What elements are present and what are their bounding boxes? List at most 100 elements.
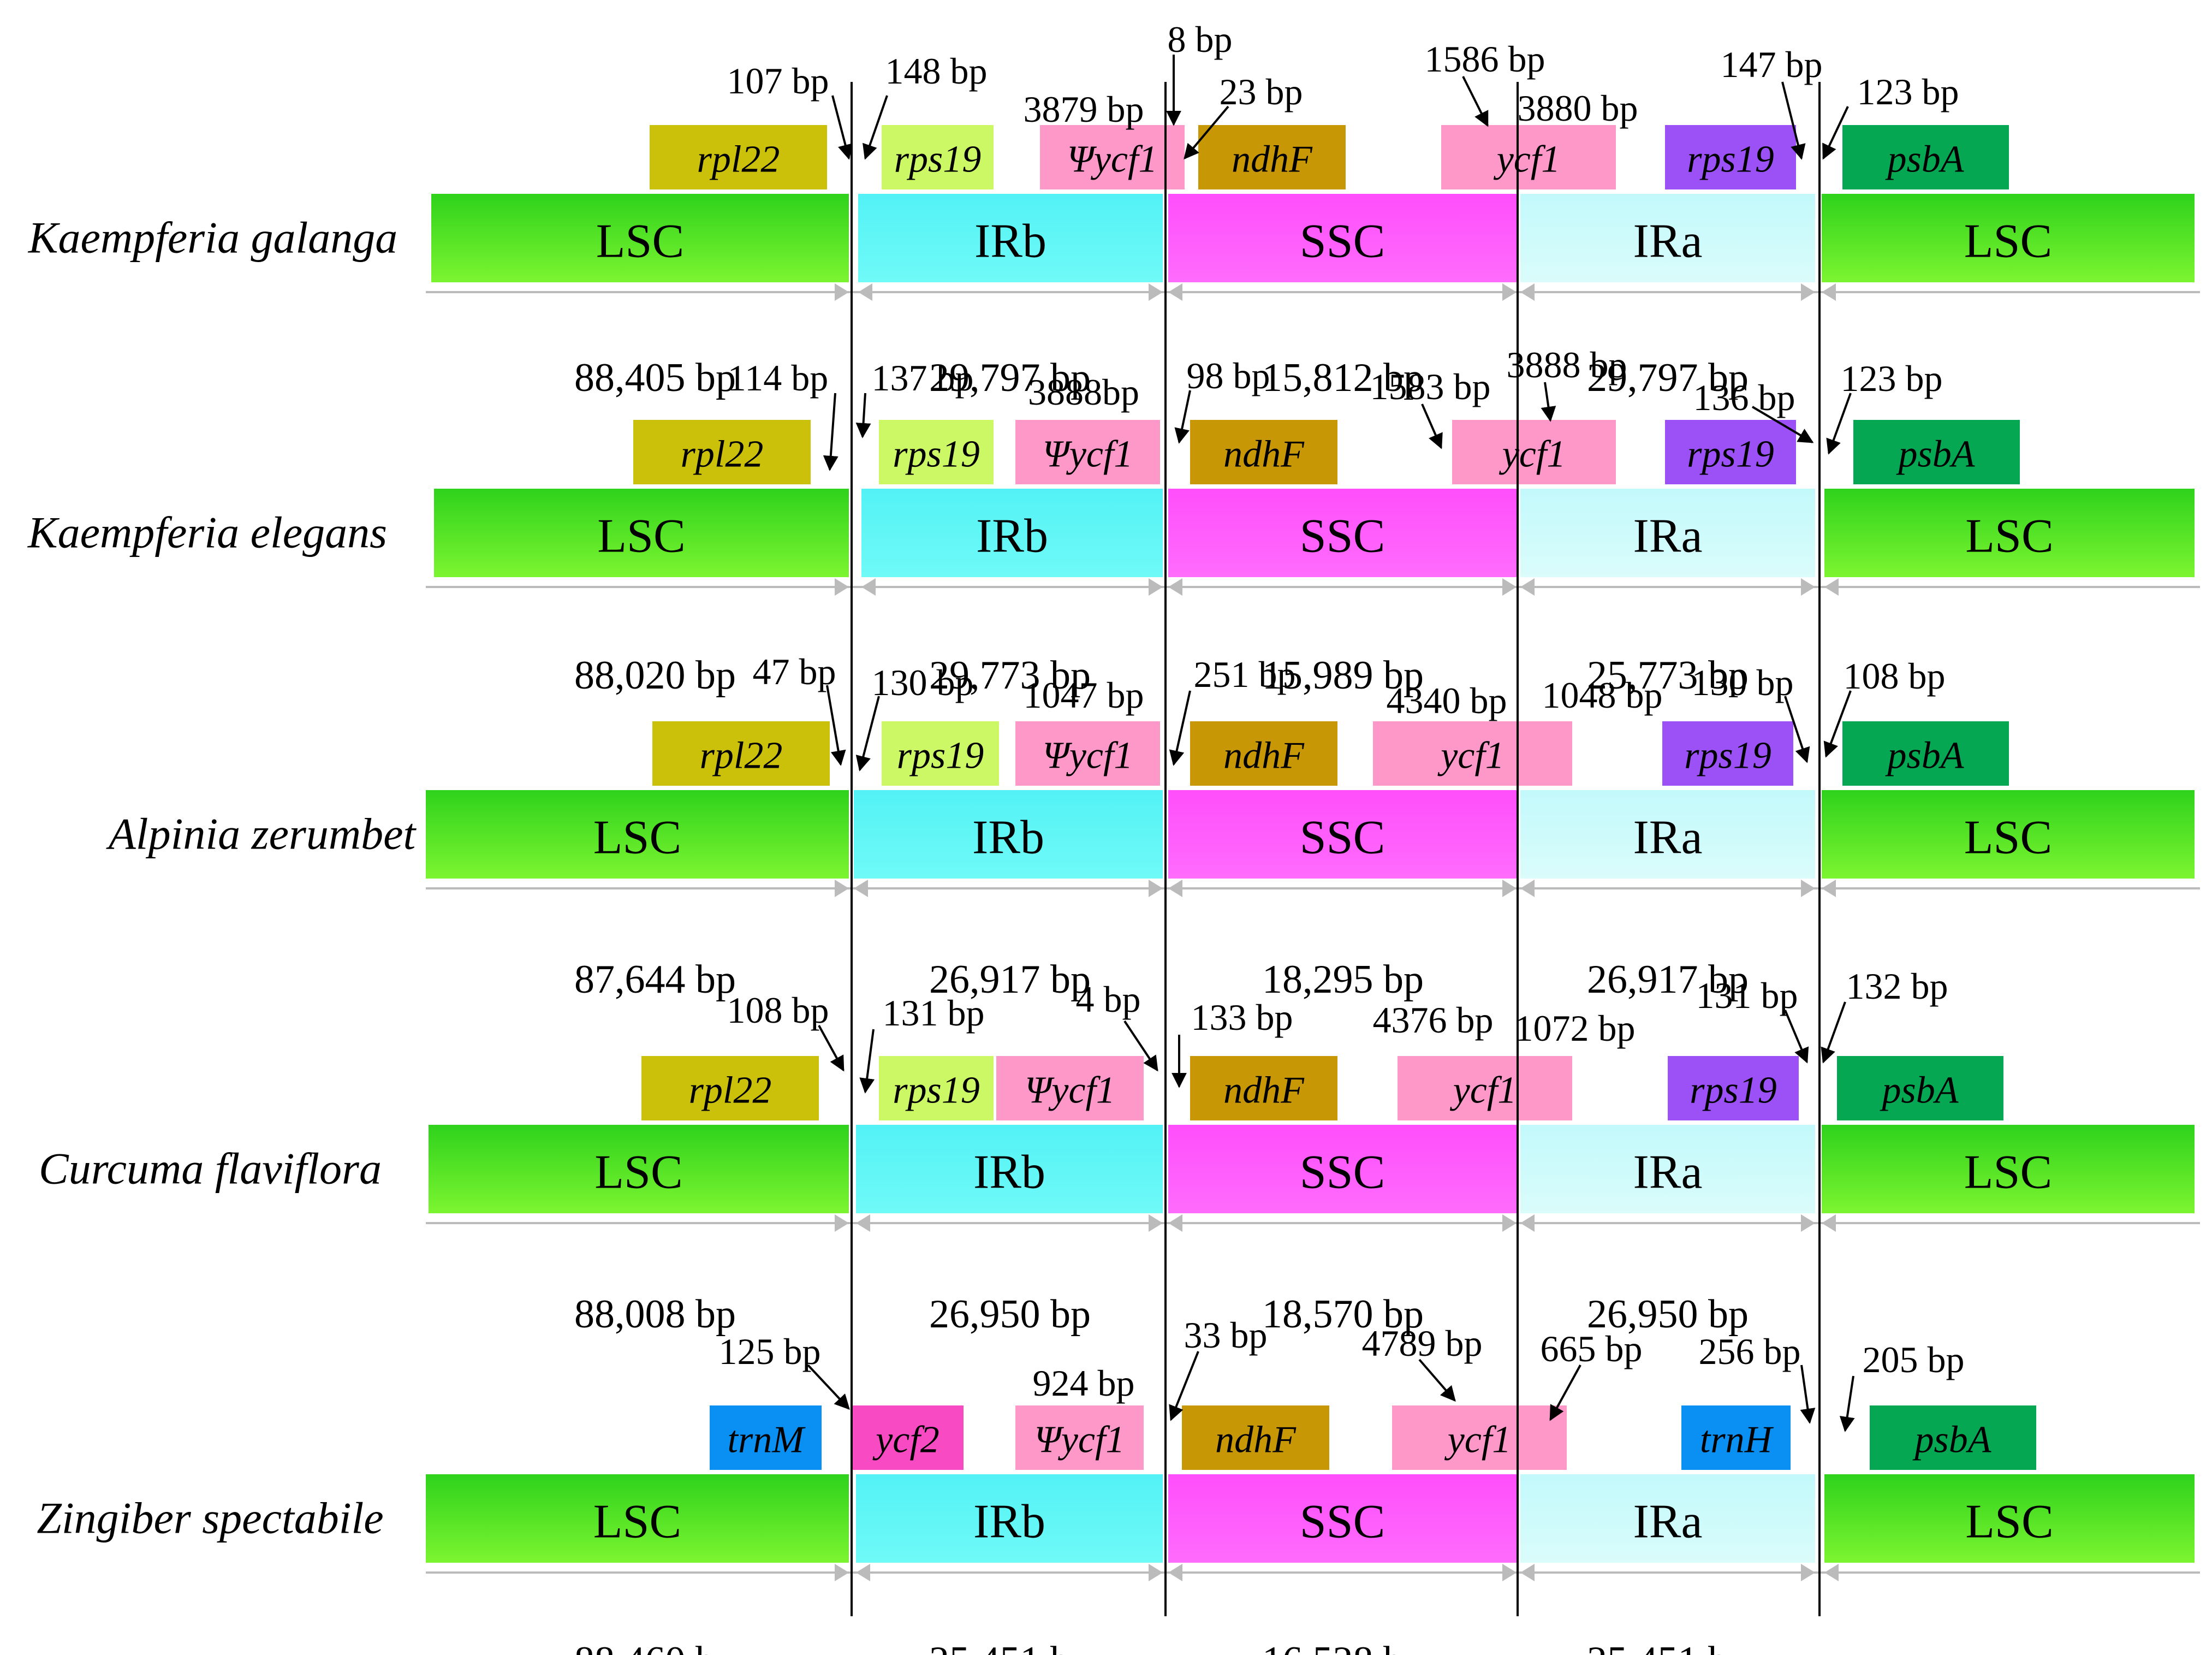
- bp-annotation: 108 bp: [1844, 655, 1946, 697]
- region-label: SSC: [1300, 510, 1386, 563]
- gene-label: rps19: [1684, 735, 1771, 777]
- gene-rps19-box: [1668, 1056, 1799, 1120]
- gene-rps19-box: [882, 125, 994, 189]
- gene-psi-ycf1-box: [996, 1056, 1144, 1120]
- gene-rpl22-box: [652, 721, 830, 786]
- gene-ndhf-box: [1190, 721, 1337, 786]
- gene-label: ycf1: [1450, 1070, 1517, 1112]
- region-length-label: 88,460 bp: [574, 1639, 736, 1655]
- scale-arrowhead: [1520, 1214, 1535, 1232]
- gene-rps19-box: [882, 721, 999, 786]
- gene-rpl22-box: [650, 125, 827, 189]
- scale-arrowhead: [1801, 283, 1815, 301]
- scale-arrowhead: [835, 880, 849, 897]
- annotation-arrow: [1751, 406, 1814, 443]
- gene-label: ndhF: [1215, 1419, 1297, 1461]
- gene-label: trnM: [728, 1419, 806, 1461]
- bp-annotation: 251 bp: [1194, 654, 1296, 695]
- annotation-arrow: [1784, 1010, 1809, 1064]
- annotation-arrow: [831, 95, 853, 160]
- gene-trnm-box: [710, 1405, 822, 1470]
- gene-label: psbA: [1885, 735, 1964, 777]
- scale-arrowhead: [835, 1564, 849, 1581]
- region-irb-bar: [861, 489, 1163, 577]
- region-length-label: 26,950 bp: [929, 1292, 1091, 1337]
- region-lsc-bar: [426, 1474, 849, 1563]
- bp-annotation: 4789 bp: [1362, 1322, 1483, 1364]
- scale-arrowhead: [1168, 880, 1182, 897]
- gene-label: rpl22: [689, 1070, 772, 1112]
- region-ssc-bar: [1168, 1125, 1517, 1213]
- bp-annotation: 98 bp: [1187, 355, 1270, 396]
- gene-label: ycf1: [1494, 139, 1561, 181]
- scale-arrowhead: [858, 283, 872, 301]
- species-label: Kaempferia galanga: [28, 213, 397, 263]
- region-length-label: 25,773 bp: [1587, 653, 1749, 698]
- bp-annotation: 147 bp: [1721, 44, 1823, 85]
- annotation-arrow: [1184, 105, 1229, 160]
- annotation-arrow: [1800, 1365, 1816, 1424]
- gene-label: rps19: [893, 1070, 979, 1112]
- region-length-label: 25,451 bp: [929, 1639, 1091, 1655]
- region-irb-bar: [856, 1474, 1163, 1563]
- gene-ndhf-box: [1198, 125, 1346, 189]
- gene-psi-ycf1-box: [1015, 1405, 1144, 1470]
- region-label: IRb: [973, 1146, 1045, 1199]
- gene-rpl22-box: [633, 420, 811, 484]
- gene-rps19-box: [1662, 721, 1793, 786]
- gene-label: rps19: [1687, 139, 1774, 181]
- scale-arrowhead: [835, 1214, 849, 1232]
- scale-arrowhead: [861, 578, 876, 596]
- bp-annotation: 1583 bp: [1370, 366, 1491, 407]
- scale-arrowhead: [1801, 578, 1815, 596]
- region-label: SSC: [1300, 215, 1386, 268]
- region-label: LSC: [594, 1146, 682, 1199]
- region-lsc-bar: [1822, 194, 2195, 282]
- scale-arrowhead: [1502, 1214, 1517, 1232]
- bp-annotation: 130 bp: [1692, 662, 1794, 703]
- annotation-arrow: [1169, 690, 1191, 766]
- species-label: Alpinia zerumbet: [106, 809, 417, 859]
- region-label: IRb: [974, 215, 1046, 268]
- region-label: SSC: [1300, 811, 1386, 864]
- region-ira-bar: [1520, 1125, 1815, 1213]
- scale-arrowhead: [1520, 578, 1535, 596]
- gene-ycf1-box: [1373, 721, 1572, 786]
- bp-annotation: 924 bp: [1033, 1362, 1135, 1404]
- annotation-arrow: [807, 1364, 850, 1410]
- bp-annotation: 107 bp: [727, 60, 829, 102]
- region-ssc-bar: [1168, 194, 1517, 282]
- region-label: LSC: [1964, 1146, 2052, 1199]
- gene-label: ndhF: [1223, 434, 1305, 476]
- gene-rps19-box: [879, 1056, 994, 1120]
- region-label: LSC: [593, 1496, 681, 1549]
- gene-psba-box: [1842, 125, 2009, 189]
- scale-arrowhead: [1502, 283, 1517, 301]
- scale-arrowhead: [1149, 1564, 1163, 1581]
- region-length-label: 15,989 bp: [1262, 653, 1424, 698]
- region-length-label: 29,797 bp: [1587, 355, 1749, 400]
- bp-annotation: 4376 bp: [1373, 999, 1494, 1041]
- annotation-arrow: [1784, 696, 1810, 763]
- region-lsc-bar: [1824, 489, 2195, 577]
- region-length-label: 87,644 bp: [574, 957, 736, 1002]
- scale-arrowhead: [1168, 1214, 1182, 1232]
- gene-label: rps19: [1687, 434, 1774, 476]
- region-label: IRa: [1633, 1146, 1702, 1199]
- region-length-label: 18,295 bp: [1262, 957, 1424, 1002]
- region-irb-bar: [858, 194, 1163, 282]
- region-length-label: 15,812 bp: [1262, 355, 1424, 400]
- scale-arrowhead: [835, 283, 849, 301]
- gene-psba-box: [1842, 721, 2009, 786]
- annotation-arrow: [859, 1029, 875, 1094]
- region-label: IRa: [1633, 1496, 1702, 1549]
- scale-arrowhead: [1168, 1564, 1182, 1581]
- gene-rps19-box: [1665, 420, 1796, 484]
- gene-label: rps19: [893, 434, 979, 476]
- gene-label: ycf1: [1444, 1419, 1512, 1461]
- scale-arrowhead: [1149, 880, 1163, 897]
- region-label: IRb: [973, 1496, 1045, 1549]
- bp-annotation: 132 bp: [1846, 965, 1948, 1007]
- annotation-arrow: [855, 393, 871, 438]
